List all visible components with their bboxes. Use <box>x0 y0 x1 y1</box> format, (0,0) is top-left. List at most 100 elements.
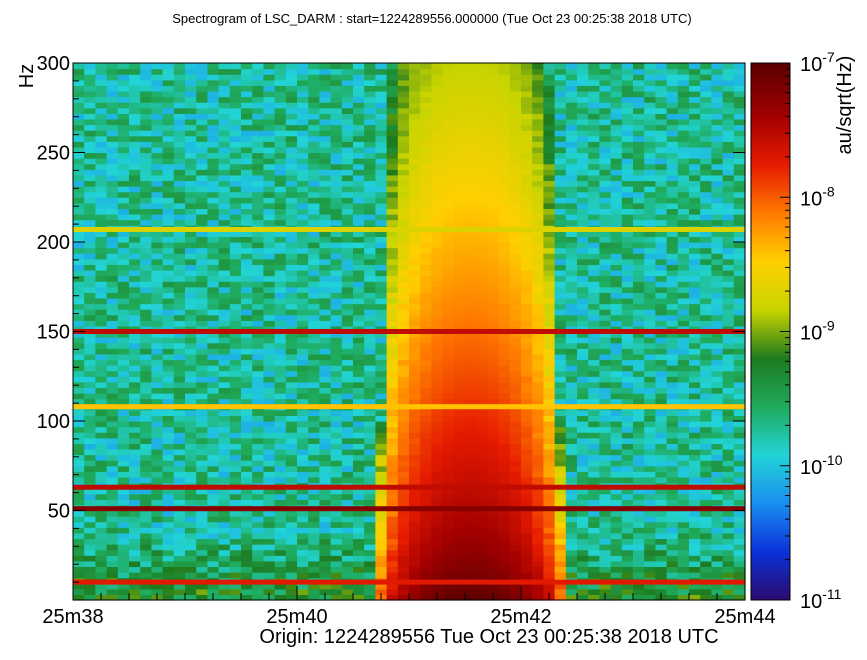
heatmap-cell <box>610 432 623 439</box>
heatmap-cell <box>420 297 432 305</box>
heatmap-cell <box>263 353 276 361</box>
heatmap-cell <box>599 124 612 131</box>
heatmap-cell <box>532 521 544 528</box>
heatmap-cell <box>442 292 455 299</box>
heatmap-cell <box>509 102 522 109</box>
heatmap-cell <box>353 169 365 176</box>
heatmap-cell <box>532 594 544 601</box>
heatmap-cell <box>442 538 455 545</box>
heatmap-cell <box>420 437 432 444</box>
heatmap-cell <box>297 331 309 338</box>
heatmap-cell <box>218 365 231 372</box>
heatmap-cell <box>285 359 298 366</box>
heatmap-cell <box>263 549 276 556</box>
heatmap-cell <box>442 499 455 506</box>
heatmap-cell <box>73 454 85 461</box>
heatmap-cell <box>341 191 354 198</box>
heatmap-cell <box>375 437 388 444</box>
heatmap-cell <box>577 174 589 182</box>
heatmap-cell <box>565 387 578 394</box>
heatmap-cell <box>173 130 186 137</box>
heatmap-cell <box>330 415 343 422</box>
heatmap-cell <box>554 560 567 568</box>
heatmap-cell <box>140 476 152 484</box>
heatmap-cell <box>207 510 220 517</box>
heatmap-cell <box>633 96 645 103</box>
heatmap-cell <box>185 471 197 478</box>
heatmap-cell <box>252 488 264 495</box>
heatmap-cell <box>588 197 600 204</box>
heatmap-cell <box>543 102 556 109</box>
heatmap-cell <box>386 208 399 215</box>
heatmap-cell <box>218 74 231 81</box>
heatmap-cell <box>644 247 656 254</box>
heatmap-cell <box>151 437 164 444</box>
heatmap-cell <box>218 594 231 601</box>
heatmap-cell <box>129 130 141 137</box>
heatmap-cell <box>274 331 287 338</box>
heatmap-cell <box>521 365 533 372</box>
heatmap-cell <box>263 130 276 137</box>
heatmap-cell <box>308 320 320 327</box>
heatmap-cell <box>341 471 354 478</box>
heatmap-cell <box>610 281 623 288</box>
heatmap-cell <box>84 471 96 478</box>
heatmap-cell <box>106 320 119 327</box>
heatmap-cell <box>375 370 388 377</box>
heatmap-cell <box>532 353 544 361</box>
heatmap-cell <box>476 314 488 321</box>
heatmap-cell <box>442 409 455 416</box>
heatmap-cell <box>397 174 410 182</box>
heatmap-cell <box>229 118 242 126</box>
heatmap-cell <box>95 158 108 165</box>
heatmap-cell <box>252 113 264 120</box>
heatmap-cell <box>509 79 522 86</box>
heatmap-cell <box>621 337 634 344</box>
heatmap-cell <box>207 488 220 495</box>
heatmap-cell <box>431 415 444 422</box>
heatmap-cell <box>409 393 421 400</box>
heatmap-cell <box>330 90 343 98</box>
heatmap-cell <box>565 460 578 467</box>
heatmap-cell <box>274 174 287 182</box>
heatmap-cell <box>73 191 85 198</box>
heatmap-cell <box>252 320 264 327</box>
heatmap-cell <box>644 269 656 277</box>
heatmap-cell <box>308 107 320 114</box>
heatmap-cell <box>162 297 175 305</box>
heatmap-cell <box>285 297 298 305</box>
heatmap-cell <box>73 594 85 601</box>
heatmap-cell <box>73 555 85 562</box>
heatmap-cell <box>151 214 164 221</box>
heatmap-cell <box>140 443 152 450</box>
heatmap-cell <box>397 258 410 265</box>
heatmap-cell <box>420 376 432 383</box>
heatmap-cell <box>95 124 108 131</box>
heatmap-cell <box>521 387 533 394</box>
heatmap-cell <box>84 124 96 131</box>
heatmap-cell <box>308 555 320 562</box>
heatmap-cell <box>577 499 589 506</box>
heatmap-cell <box>599 566 612 573</box>
heatmap-cell <box>554 230 567 237</box>
heatmap-cell <box>173 454 186 461</box>
heatmap-cell <box>308 258 320 265</box>
heatmap-cell <box>375 353 388 361</box>
heatmap-cell <box>73 297 85 305</box>
heatmap-cell <box>241 303 253 310</box>
heatmap-cell <box>521 588 533 595</box>
heatmap-cell <box>341 186 354 193</box>
heatmap-cell <box>386 538 399 545</box>
heatmap-cell <box>285 124 298 131</box>
heatmap-cell <box>521 242 533 249</box>
heatmap-cell <box>633 381 645 389</box>
heatmap-cell <box>610 381 623 389</box>
heatmap-cell <box>420 275 432 282</box>
heatmap-cell <box>95 169 108 176</box>
heatmap-cell <box>285 286 298 293</box>
heatmap-cell <box>106 488 119 495</box>
heatmap-cell <box>151 169 164 176</box>
heatmap-cell <box>521 202 533 210</box>
heatmap-cell <box>229 516 242 523</box>
heatmap-cell <box>196 258 208 265</box>
